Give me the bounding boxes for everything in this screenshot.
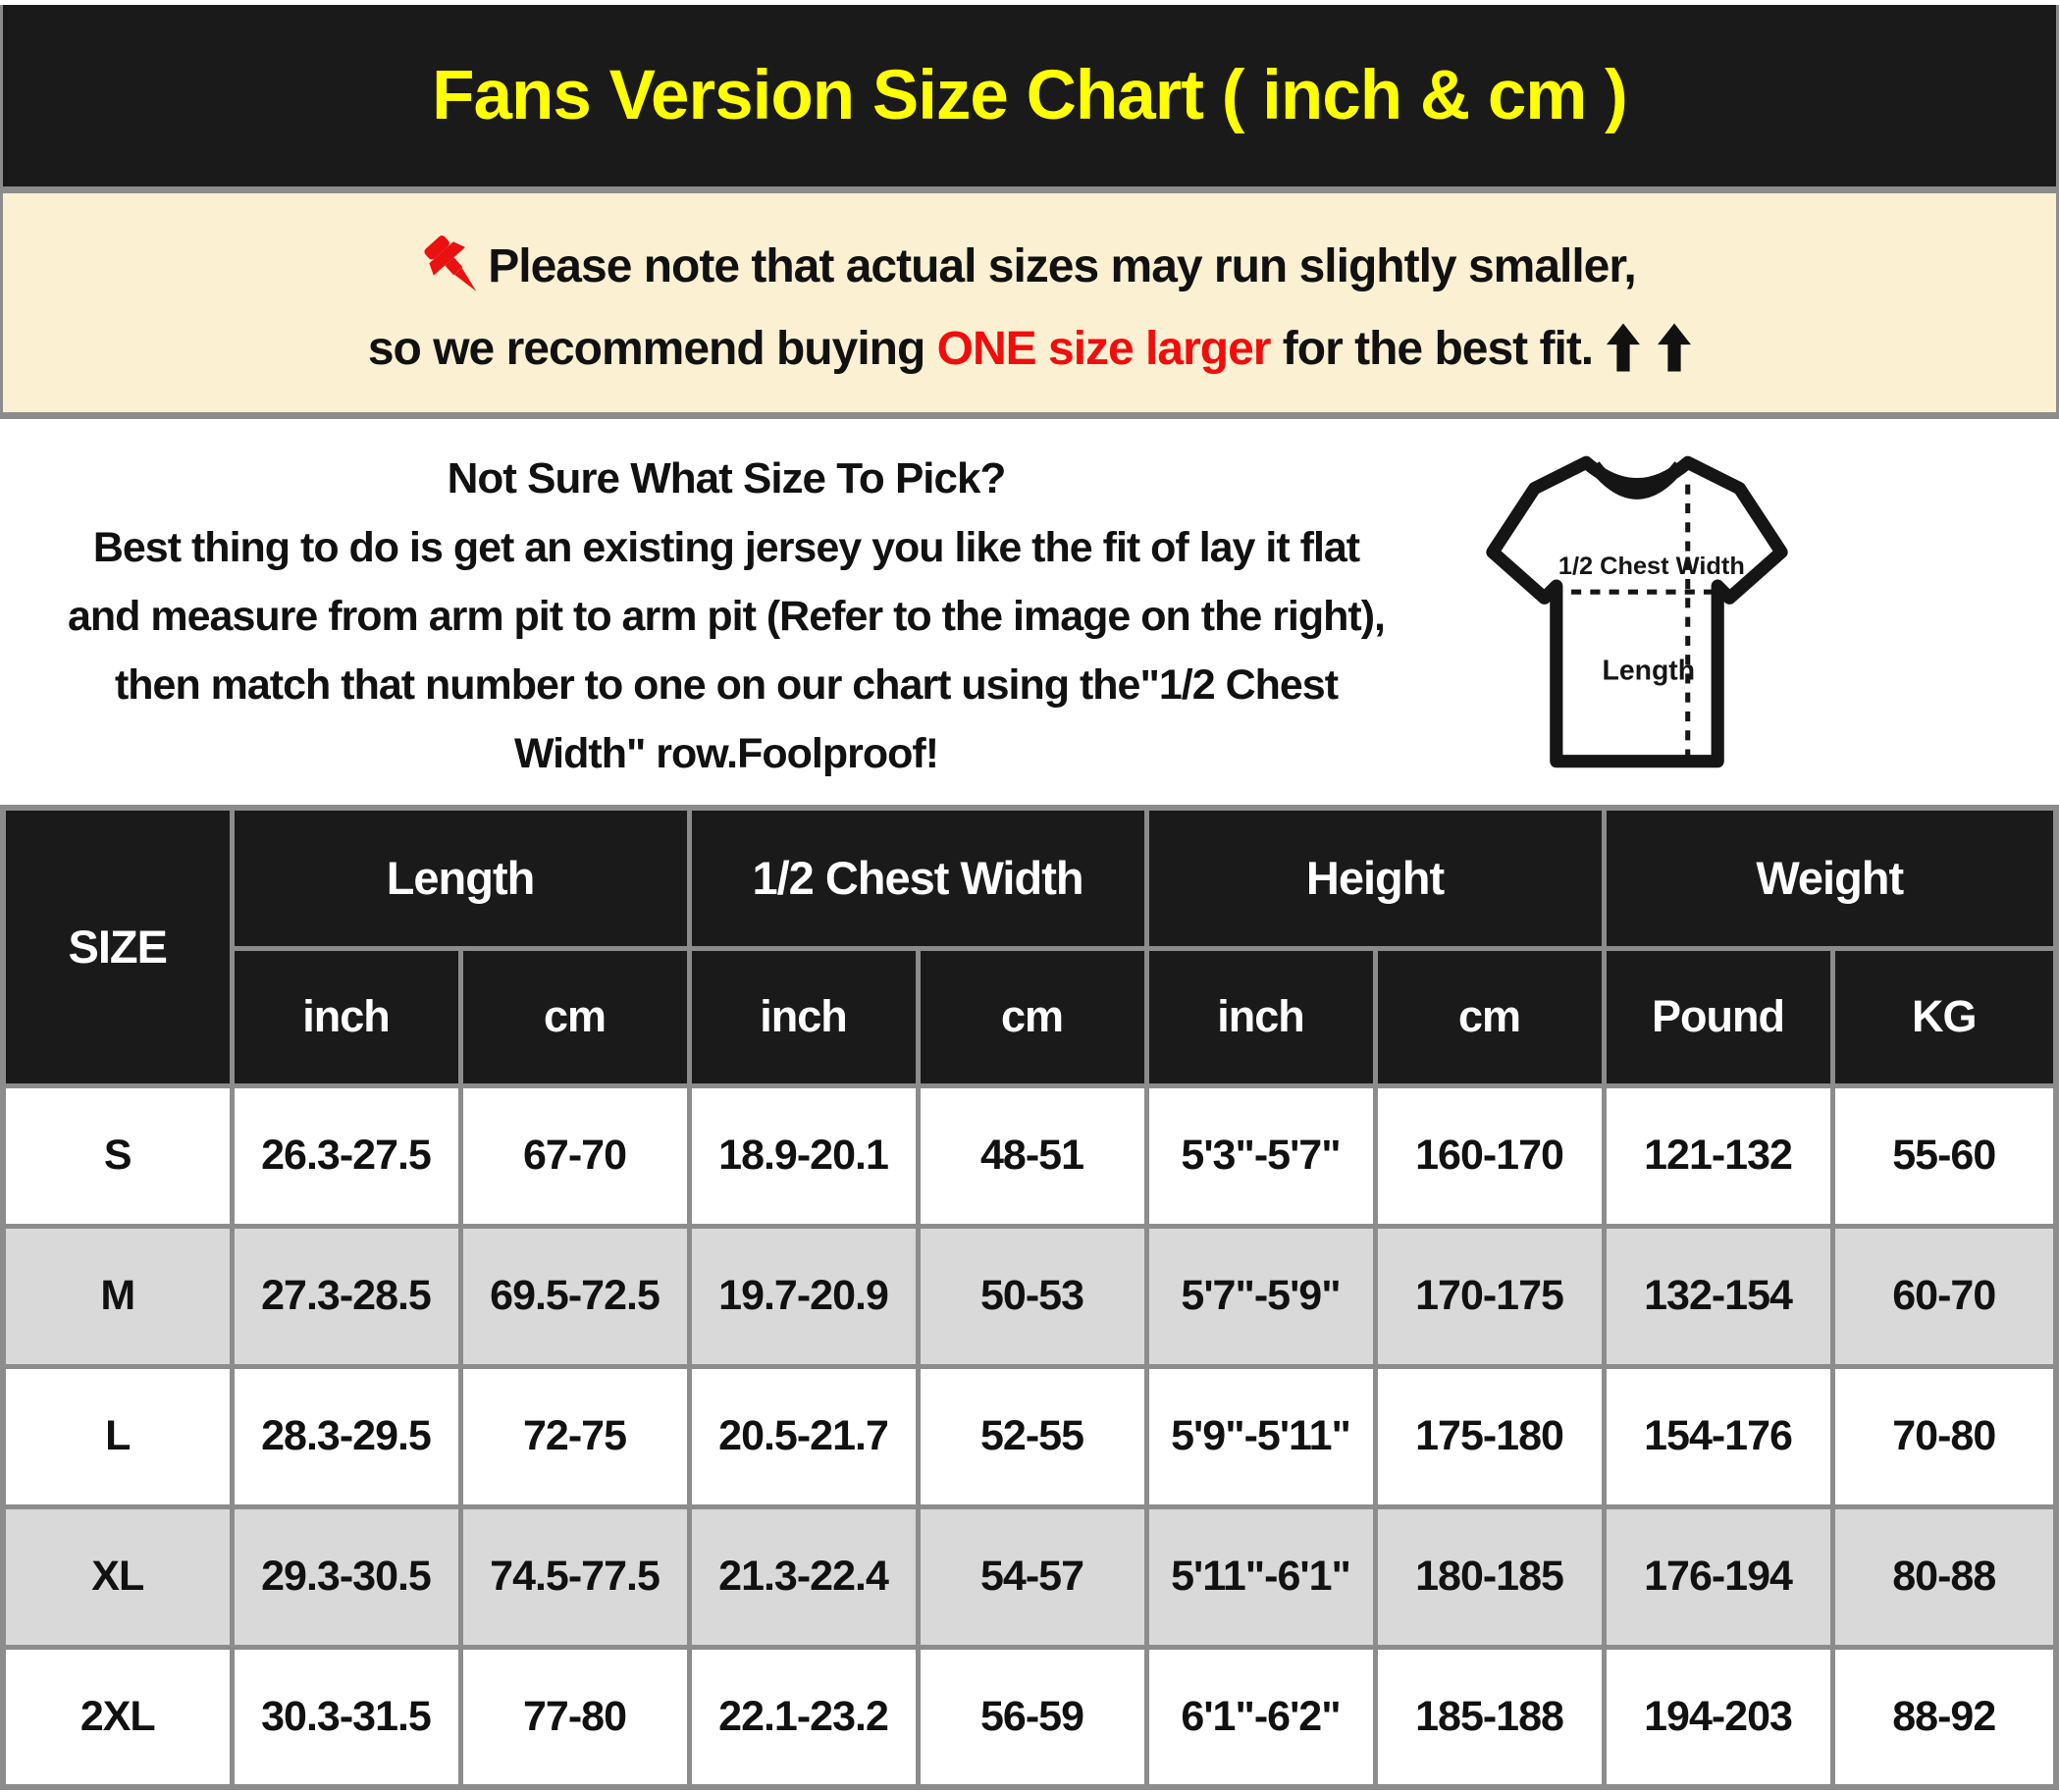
sub-header-weight-pound: Pound bbox=[1601, 945, 1835, 1088]
table-cell: 180-185 bbox=[1372, 1503, 1607, 1650]
size-cell: L bbox=[0, 1363, 235, 1509]
size-cell: XL bbox=[0, 1503, 235, 1650]
table-cell: 5'7"-5'9" bbox=[1143, 1223, 1378, 1369]
table-cell: 21.3-22.4 bbox=[686, 1503, 921, 1650]
table-cell: 5'3"-5'7" bbox=[1143, 1082, 1378, 1229]
table-cell: 160-170 bbox=[1372, 1082, 1607, 1229]
table-cell: 121-132 bbox=[1601, 1082, 1835, 1229]
table-cell: 54-57 bbox=[915, 1503, 1149, 1650]
size-cell: S bbox=[0, 1082, 235, 1229]
table-cell: 132-154 bbox=[1601, 1223, 1835, 1369]
up-arrow-icon bbox=[1607, 322, 1692, 373]
table-cell: 176-194 bbox=[1601, 1503, 1835, 1650]
table-cell: 77-80 bbox=[457, 1644, 692, 1790]
table-cell: 80-88 bbox=[1829, 1503, 2059, 1650]
table-sub-header-row: inch cm inch cm inch cm Pound KG bbox=[3, 945, 2059, 1088]
group-header-weight: Weight bbox=[1601, 805, 2059, 951]
group-header-length: Length bbox=[229, 805, 692, 951]
sub-header-length-cm: cm bbox=[457, 945, 692, 1088]
tshirt-diagram: 1/2 Chest Width Length bbox=[1452, 419, 2059, 805]
guide-line: and measure from arm pit to arm pit (Ref… bbox=[67, 593, 1386, 640]
sub-header-height-cm: cm bbox=[1372, 945, 1607, 1088]
table-cell: 19.7-20.9 bbox=[686, 1223, 921, 1369]
table-cell: 29.3-30.5 bbox=[229, 1503, 463, 1650]
table-cell: 56-59 bbox=[915, 1644, 1149, 1790]
diagram-length-label: Length bbox=[1602, 655, 1695, 686]
table-cell: 70-80 bbox=[1829, 1363, 2059, 1509]
guide-line: then match that number to one on our cha… bbox=[114, 661, 1339, 709]
group-header-chest-width: 1/2 Chest Width bbox=[686, 805, 1149, 951]
table-cell: 5'11"-6'1" bbox=[1143, 1503, 1378, 1650]
guide-line: Best thing to do is get an existing jers… bbox=[92, 524, 1360, 571]
size-cell: M bbox=[0, 1223, 235, 1369]
table-cell: 27.3-28.5 bbox=[229, 1223, 463, 1369]
table-cell: 30.3-31.5 bbox=[229, 1644, 463, 1790]
table-cell: 88-92 bbox=[1829, 1644, 2059, 1790]
size-table: SIZE Length 1/2 Chest Width Height Weigh… bbox=[0, 805, 2059, 1790]
title-bar: Fans Version Size Chart ( inch & cm ) bbox=[0, 5, 2059, 186]
size-guide-section: Not Sure What Size To Pick? Best thing t… bbox=[0, 419, 2059, 805]
tshirt-icon: 1/2 Chest Width Length bbox=[1486, 455, 1788, 768]
group-header-height: Height bbox=[1143, 805, 1607, 951]
table-cell: 18.9-20.1 bbox=[686, 1082, 921, 1229]
sub-header-chest-inch: inch bbox=[686, 945, 921, 1088]
table-cell: 50-53 bbox=[915, 1223, 1149, 1369]
notice-banner: Please note that actual sizes may run sl… bbox=[0, 193, 2059, 412]
notice-text-2a: so we recommend buying bbox=[367, 323, 937, 375]
section-divider bbox=[0, 186, 2059, 193]
table-cell: 52-55 bbox=[915, 1363, 1149, 1509]
table-cell: 72-75 bbox=[457, 1363, 692, 1509]
guide-heading: Not Sure What Size To Pick? bbox=[447, 454, 1007, 502]
size-column-header: SIZE bbox=[0, 805, 235, 1088]
table-row-m: M 27.3-28.5 69.5-72.5 19.7-20.9 50-53 5'… bbox=[0, 1223, 2059, 1369]
table-cell: 175-180 bbox=[1372, 1363, 1607, 1509]
table-row-s: S 26.3-27.5 67-70 18.9-20.1 48-51 5'3"-5… bbox=[0, 1082, 2059, 1229]
sub-header-weight-kg: KG bbox=[1829, 945, 2059, 1088]
size-chart-page: Fans Version Size Chart ( inch & cm ) Pl… bbox=[0, 5, 2059, 1792]
table-cell: 60-70 bbox=[1829, 1223, 2059, 1369]
table-row-l: L 28.3-29.5 72-75 20.5-21.7 52-55 5'9"-5… bbox=[0, 1363, 2059, 1509]
diagram-chest-label: 1/2 Chest Width bbox=[1558, 553, 1745, 580]
page-title: Fans Version Size Chart ( inch & cm ) bbox=[432, 57, 1628, 134]
table-cell: 5'9"-5'11" bbox=[1143, 1363, 1378, 1509]
sub-header-length-inch: inch bbox=[229, 945, 463, 1088]
notice-text-2b: for the best fit. bbox=[1270, 323, 1594, 375]
section-divider bbox=[0, 412, 2059, 419]
table-cell: 6'1"-6'2" bbox=[1143, 1644, 1378, 1790]
table-cell: 20.5-21.7 bbox=[686, 1363, 921, 1509]
guide-line: Width" row.Foolproof! bbox=[513, 730, 939, 777]
sub-header-height-inch: inch bbox=[1143, 945, 1378, 1088]
table-cell: 26.3-27.5 bbox=[229, 1082, 463, 1229]
table-cell: 67-70 bbox=[457, 1082, 692, 1229]
table-cell: 74.5-77.5 bbox=[457, 1503, 692, 1650]
notice-text-1: Please note that actual sizes may run sl… bbox=[488, 239, 1636, 292]
table-group-header-row: SIZE Length 1/2 Chest Width Height Weigh… bbox=[0, 805, 2059, 1088]
table-row-2xl: 2XL 30.3-31.5 77-80 22.1-23.2 56-59 6'1"… bbox=[0, 1644, 2059, 1790]
table-cell: 55-60 bbox=[1829, 1082, 2059, 1229]
table-cell: 22.1-23.2 bbox=[686, 1644, 921, 1790]
notice-line-1: Please note that actual sizes may run sl… bbox=[3, 230, 2056, 302]
table-cell: 185-188 bbox=[1372, 1644, 1607, 1790]
sub-header-chest-cm: cm bbox=[915, 945, 1149, 1088]
table-row-xl: XL 29.3-30.5 74.5-77.5 21.3-22.4 54-57 5… bbox=[0, 1503, 2059, 1650]
table-cell: 194-203 bbox=[1601, 1644, 1835, 1790]
pushpin-icon bbox=[423, 232, 484, 304]
table-cell: 170-175 bbox=[1372, 1223, 1607, 1369]
notice-line-2: so we recommend buying ONE size larger f… bbox=[3, 322, 2056, 376]
table-cell: 28.3-29.5 bbox=[229, 1363, 463, 1509]
table-cell: 154-176 bbox=[1601, 1363, 1835, 1509]
notice-highlight: ONE size larger bbox=[936, 323, 1272, 375]
table-cell: 69.5-72.5 bbox=[457, 1223, 692, 1369]
size-cell: 2XL bbox=[0, 1644, 235, 1790]
guide-text: Not Sure What Size To Pick? Best thing t… bbox=[0, 419, 1452, 805]
table-cell: 48-51 bbox=[915, 1082, 1149, 1229]
